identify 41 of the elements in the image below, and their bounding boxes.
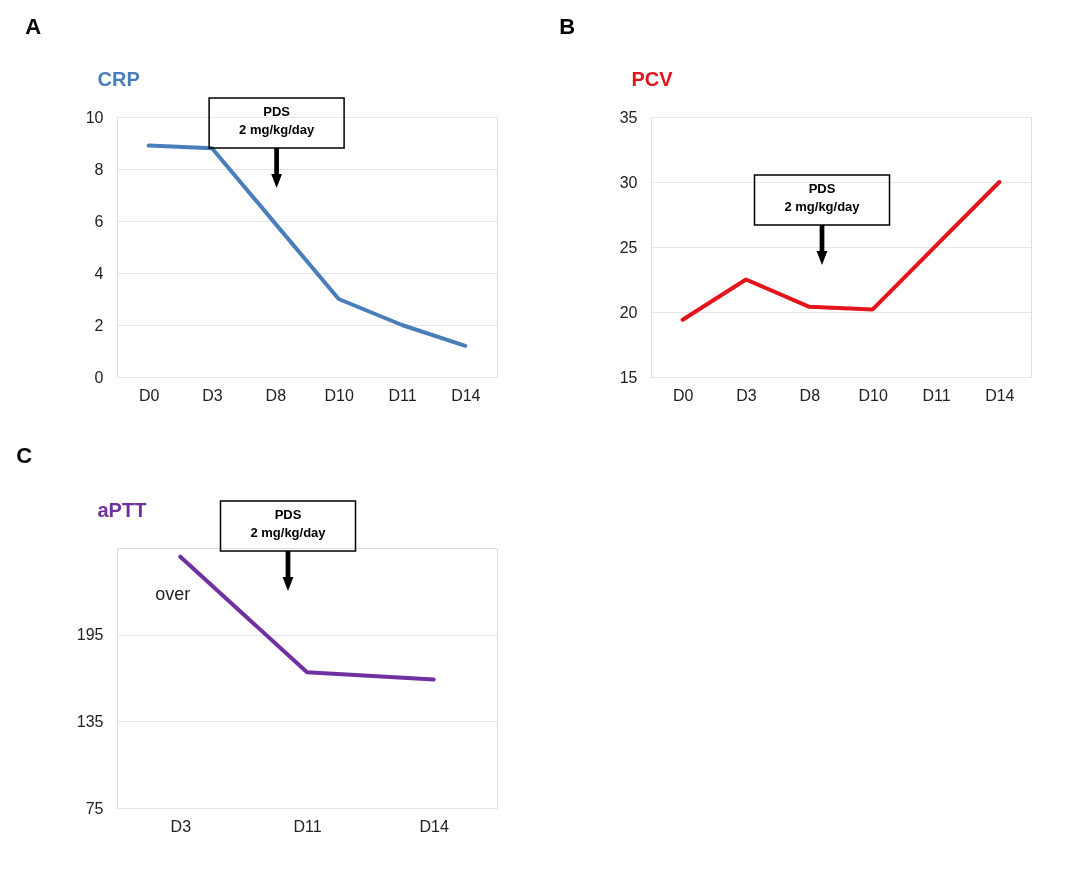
y-axis-title: aPTT [97,498,147,521]
x-tick-label: D11 [293,817,322,835]
annotation: PDS 2 mg/kg/day [784,181,861,214]
y-tick-label: 135 [76,712,104,730]
x-tick-label: D8 [265,386,287,404]
y-axis-title: PCV [631,67,674,90]
x-tick-label: D14 [985,386,1015,404]
annotation: over [155,583,191,604]
x-tick-label: D3 [170,817,192,835]
x-tick-label: D11 [388,386,417,404]
annotation: PDS 2 mg/kg/day [239,104,315,137]
y-tick-label: 75 [85,799,104,817]
line-series [680,180,1002,322]
x-tick-label: D3 [202,386,223,404]
line-series [146,143,468,348]
y-tick-label: 15 [619,368,638,386]
x-tick-label: D11 [922,386,951,404]
chart-title: A [25,14,42,39]
chart-title: B [559,14,576,39]
x-tick-label: D8 [799,386,821,404]
y-tick-label: 35 [619,108,638,126]
y-tick-label: 4 [94,264,104,282]
y-tick-label: 10 [85,108,104,126]
x-tick-label: D10 [324,386,354,404]
x-tick-label: D14 [419,817,449,835]
y-axis-title: CRP [97,67,140,90]
text: PDS 2 mg/kg/day [250,507,327,540]
y-tick-label: 20 [619,303,638,321]
y-tick-label: 195 [76,626,104,644]
y-tick-label: 2 [94,316,104,334]
y-tick-label: 8 [94,160,104,178]
y-tick-label: 6 [94,212,104,230]
x-tick-label: D0 [138,386,160,404]
chart-title: C [16,443,33,468]
x-tick-label: D3 [736,386,757,404]
y-tick-label: 25 [619,238,638,256]
x-tick-label: D0 [672,386,694,404]
x-tick-label: D10 [858,386,888,404]
x-tick-label: D14 [451,386,481,404]
y-tick-label: 0 [94,368,104,386]
y-tick-label: 30 [619,173,638,191]
